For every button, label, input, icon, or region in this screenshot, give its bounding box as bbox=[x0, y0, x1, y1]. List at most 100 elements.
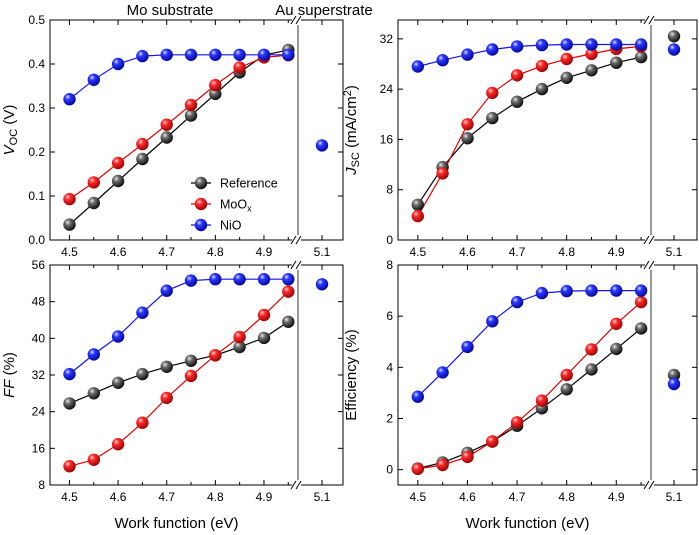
ff-line-reference bbox=[69, 321, 289, 404]
jsc-point-nio bbox=[461, 48, 474, 61]
voc-point-moox bbox=[160, 118, 173, 131]
eff-xtick-label: 4.7 bbox=[509, 490, 526, 504]
ff-point-reference bbox=[160, 360, 173, 373]
voc-axis-break-mark bbox=[290, 235, 302, 245]
eff-point-moox bbox=[634, 295, 648, 309]
legend-entry-moox: MoOx bbox=[191, 198, 252, 214]
voc-xtick-label: 4.7 bbox=[158, 245, 175, 259]
voc-inset-xtick-label: 5.1 bbox=[314, 245, 331, 259]
voc-point-reference bbox=[184, 109, 198, 122]
top-label-mo-substrate: Mo substrate bbox=[127, 2, 214, 19]
ff-ytick-label: 56 bbox=[32, 258, 46, 272]
jsc-point-moox bbox=[411, 209, 424, 223]
voc-point-nio bbox=[136, 49, 149, 63]
eff-ytick-label: 2 bbox=[386, 411, 393, 425]
voc-point-nio bbox=[282, 48, 295, 61]
jsc-point-moox bbox=[535, 59, 549, 73]
ff-axis-break-mark-top bbox=[290, 260, 302, 270]
jsc-point-moox bbox=[436, 167, 449, 180]
jsc-point-reference bbox=[486, 111, 499, 125]
jsc-point-nio bbox=[486, 43, 499, 56]
jsc-ytick-label: 0 bbox=[386, 233, 393, 247]
voc-point-nio bbox=[184, 48, 198, 61]
ff-point-moox bbox=[184, 369, 198, 383]
eff-point-reference bbox=[634, 322, 648, 335]
ff-point-nio bbox=[184, 274, 198, 287]
voc-point-moox bbox=[136, 137, 149, 151]
legend-label-moox: MoOx bbox=[220, 198, 252, 214]
jsc-xtick-label: 4.7 bbox=[509, 245, 526, 259]
jsc-ytick-label: 24 bbox=[380, 82, 394, 96]
eff-point-moox bbox=[510, 416, 524, 429]
eff-xtick-label: 4.8 bbox=[558, 490, 575, 504]
eff-point-nio bbox=[535, 286, 549, 300]
eff-point-moox bbox=[486, 435, 499, 448]
jsc-point-reference bbox=[585, 64, 598, 77]
eff-point-nio bbox=[634, 284, 648, 297]
eff-point-nio bbox=[436, 366, 449, 379]
ff-point-reference bbox=[136, 367, 149, 381]
ff-point-nio bbox=[87, 348, 101, 361]
jsc-point-nio bbox=[610, 38, 623, 51]
voc-line-reference bbox=[69, 49, 289, 226]
eff-xtick-label: 4.5 bbox=[409, 490, 426, 504]
jsc-point-nio bbox=[634, 38, 648, 51]
voc-inset-point-nio bbox=[315, 139, 329, 152]
voc-ytick-label: 0.4 bbox=[28, 57, 45, 71]
jsc-point-reference bbox=[634, 50, 648, 64]
ff-point-nio bbox=[63, 367, 76, 381]
eff-point-moox bbox=[560, 368, 573, 382]
jsc-point-moox bbox=[486, 86, 499, 100]
ff-point-reference bbox=[63, 397, 76, 410]
top-label-au-superstrate: Au superstrate bbox=[275, 2, 373, 19]
voc-point-reference bbox=[87, 196, 101, 210]
voc-point-reference bbox=[111, 174, 125, 188]
ff-xtick-label: 4.9 bbox=[256, 490, 273, 504]
eff-point-moox bbox=[436, 458, 449, 472]
jsc-xtick-label: 4.5 bbox=[409, 245, 426, 259]
ff-point-nio bbox=[136, 306, 149, 319]
eff-xtick-label: 4.6 bbox=[459, 490, 476, 504]
ff-point-moox bbox=[87, 453, 101, 466]
eff-point-moox bbox=[535, 394, 549, 407]
ff-point-moox bbox=[282, 285, 295, 298]
jsc-ytick-label: 16 bbox=[380, 132, 394, 146]
jsc-point-moox bbox=[560, 52, 573, 66]
voc-xtick-label: 4.6 bbox=[110, 245, 127, 259]
ff-point-moox bbox=[136, 416, 149, 429]
eff-ytick-label: 8 bbox=[386, 258, 393, 272]
ff-axis-break-mark bbox=[290, 480, 302, 490]
ff-inset-xtick-label: 5.1 bbox=[314, 490, 331, 504]
voc-ytick-label: 0.2 bbox=[28, 145, 45, 159]
ff-point-reference bbox=[282, 315, 295, 328]
ff-point-nio bbox=[160, 284, 173, 297]
voc-point-reference bbox=[209, 87, 222, 101]
panel-ff: 8 16 24 32 40 48 56 4.5 4.6 4.7 4.8 4.9 5.1 FF (%) Wor… bbox=[1, 258, 344, 532]
ff-point-reference bbox=[87, 387, 101, 400]
eff-point-moox bbox=[461, 450, 474, 464]
legend-label-reference: Reference bbox=[220, 177, 278, 191]
ff-inset-point-nio bbox=[315, 278, 329, 291]
ff-ytick-label: 48 bbox=[32, 295, 46, 309]
jsc-point-reference bbox=[535, 82, 549, 96]
jsc-point-reference bbox=[510, 95, 524, 108]
panel-voc: 0.0 0.1 0.2 0.3 0.4 0.5 4.5 4.6 4.7 4.8 4.9 5.1 VOC … bbox=[1, 13, 344, 259]
eff-point-nio bbox=[486, 315, 499, 328]
eff-point-reference bbox=[585, 363, 598, 376]
jsc-inset-point-reference bbox=[667, 30, 681, 43]
voc-point-moox bbox=[87, 176, 101, 189]
voc-point-reference bbox=[63, 218, 76, 231]
jsc-point-nio bbox=[535, 38, 549, 52]
eff-y-axis-title: Efficiency (%) bbox=[343, 329, 360, 420]
ff-point-reference bbox=[233, 340, 246, 354]
voc-point-moox bbox=[209, 78, 222, 92]
ff-xtick-label: 4.6 bbox=[110, 490, 127, 504]
voc-frame bbox=[49, 19, 344, 241]
panel-eff: 0 2 4 6 8 4.5 4.6 4.7 4.8 4.9 5.1 Efficiency (%) Wor… bbox=[343, 258, 698, 532]
ff-point-moox bbox=[233, 330, 246, 344]
ff-point-moox bbox=[63, 460, 76, 473]
ff-x-axis-title: Work function (eV) bbox=[115, 515, 239, 532]
ff-point-nio bbox=[111, 330, 125, 343]
voc-ytick-label: 0.1 bbox=[28, 189, 45, 203]
